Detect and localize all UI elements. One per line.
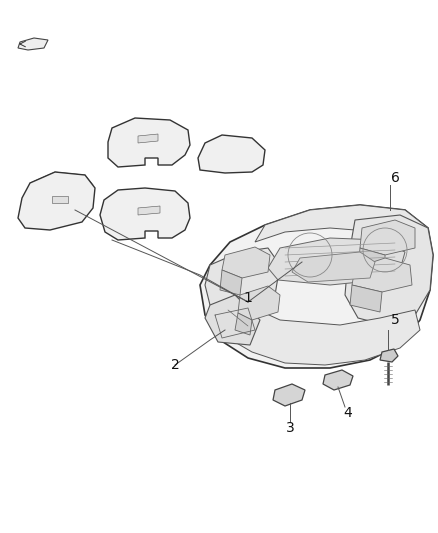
Polygon shape: [273, 384, 305, 406]
Polygon shape: [235, 313, 252, 335]
Polygon shape: [360, 220, 415, 255]
Polygon shape: [268, 238, 405, 285]
Polygon shape: [292, 252, 375, 282]
Polygon shape: [200, 205, 433, 368]
Polygon shape: [323, 370, 353, 390]
Polygon shape: [52, 196, 68, 203]
Text: 5: 5: [391, 313, 399, 327]
Text: 1: 1: [244, 291, 252, 305]
Polygon shape: [215, 310, 420, 365]
Polygon shape: [18, 172, 95, 230]
Polygon shape: [238, 286, 280, 320]
Polygon shape: [138, 134, 158, 143]
Text: 4: 4: [344, 406, 353, 420]
Polygon shape: [138, 206, 160, 215]
Polygon shape: [205, 295, 260, 345]
Text: 2: 2: [171, 358, 180, 372]
Text: 6: 6: [391, 171, 399, 185]
Polygon shape: [220, 270, 242, 295]
Polygon shape: [222, 247, 270, 278]
Polygon shape: [255, 205, 428, 242]
Polygon shape: [108, 118, 190, 167]
Polygon shape: [350, 285, 382, 312]
Polygon shape: [345, 215, 433, 325]
Polygon shape: [18, 38, 48, 50]
Polygon shape: [198, 135, 265, 173]
Polygon shape: [205, 248, 280, 315]
Polygon shape: [380, 349, 398, 362]
Text: 3: 3: [286, 421, 294, 435]
Polygon shape: [100, 188, 190, 240]
Polygon shape: [352, 258, 412, 292]
Polygon shape: [358, 248, 385, 272]
